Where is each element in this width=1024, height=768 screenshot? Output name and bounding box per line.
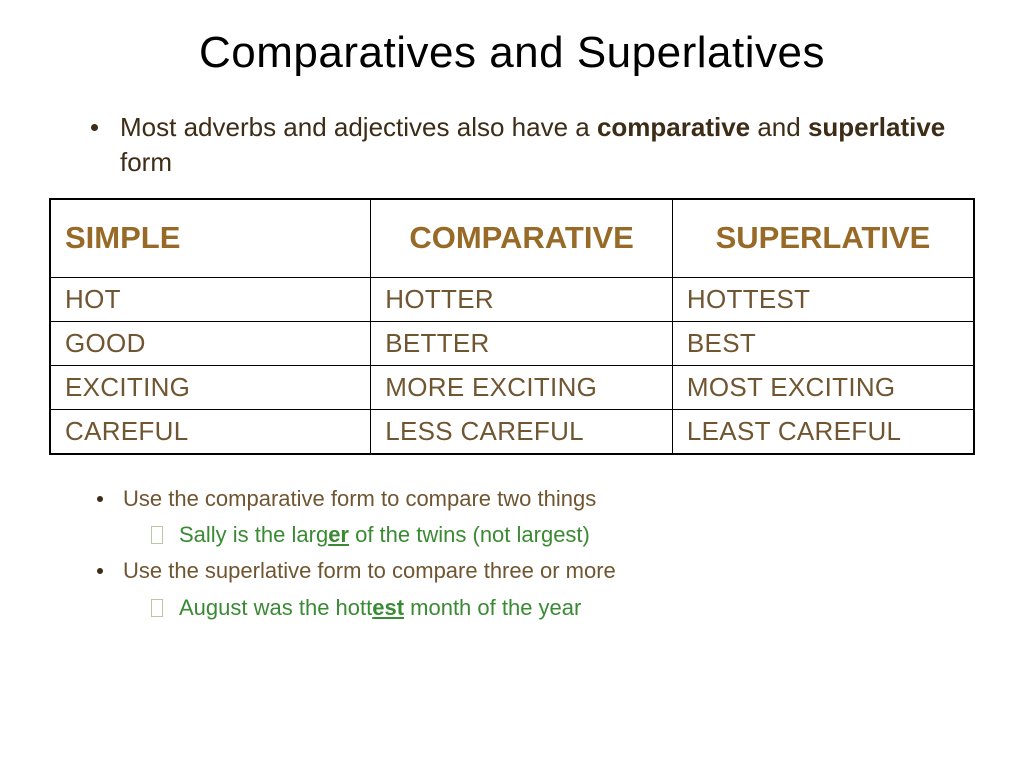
ex-post: of the twins (not largest) [349,522,590,547]
ex-underline: est [372,595,404,620]
ex-underline: er [328,522,349,547]
ex-pre: August was the hott [179,595,372,620]
ex-post: month of the year [404,595,581,620]
intro-bold1: comparative [597,112,750,142]
sub-marker-icon [151,526,163,544]
sub-marker-icon [151,599,163,617]
cell: HOTTEST [672,277,974,321]
intro-bold2: superlative [808,112,945,142]
table-row: GOOD BETTER BEST [50,321,974,365]
table-row: EXCITING MORE EXCITING MOST EXCITING [50,365,974,409]
cell: CAREFUL [50,409,371,454]
cell: LESS CAREFUL [371,409,673,454]
note-text: Use the comparative form to compare two … [123,481,596,517]
comparison-table: SIMPLE COMPARATIVE SUPERLATIVE HOT HOTTE… [49,198,975,455]
example-text: August was the hottest month of the year [179,590,581,626]
intro-bullet: Most adverbs and adjectives also have a … [91,110,989,180]
table-row: HOT HOTTER HOTTEST [50,277,974,321]
example-row: Sally is the larger of the twins (not la… [97,517,989,553]
intro-mid: and [750,112,808,142]
example-text: Sally is the larger of the twins (not la… [179,517,590,553]
cell: LEAST CAREFUL [672,409,974,454]
col-simple: SIMPLE [50,199,371,277]
intro-block: Most adverbs and adjectives also have a … [35,110,989,180]
note-text: Use the superlative form to compare thre… [123,553,616,589]
cell: BETTER [371,321,673,365]
bullet-icon [97,496,103,502]
cell: MOST EXCITING [672,365,974,409]
table-body: HOT HOTTER HOTTEST GOOD BETTER BEST EXCI… [50,277,974,454]
col-comparative: COMPARATIVE [371,199,673,277]
table-header-row: SIMPLE COMPARATIVE SUPERLATIVE [50,199,974,277]
note-bullet: Use the superlative form to compare thre… [97,553,989,589]
col-superlative: SUPERLATIVE [672,199,974,277]
cell: EXCITING [50,365,371,409]
cell: BEST [672,321,974,365]
note-bullet: Use the comparative form to compare two … [97,481,989,517]
bullet-icon [91,124,98,131]
cell: HOT [50,277,371,321]
intro-part2: form [120,147,172,177]
intro-part1: Most adverbs and adjectives also have a [120,112,597,142]
page-title: Comparatives and Superlatives [35,28,989,78]
cell: MORE EXCITING [371,365,673,409]
table-row: CAREFUL LESS CAREFUL LEAST CAREFUL [50,409,974,454]
ex-pre: Sally is the larg [179,522,328,547]
bullet-icon [97,568,103,574]
cell: GOOD [50,321,371,365]
intro-text: Most adverbs and adjectives also have a … [120,110,989,180]
cell: HOTTER [371,277,673,321]
example-row: August was the hottest month of the year [97,590,989,626]
notes-block: Use the comparative form to compare two … [35,481,989,626]
